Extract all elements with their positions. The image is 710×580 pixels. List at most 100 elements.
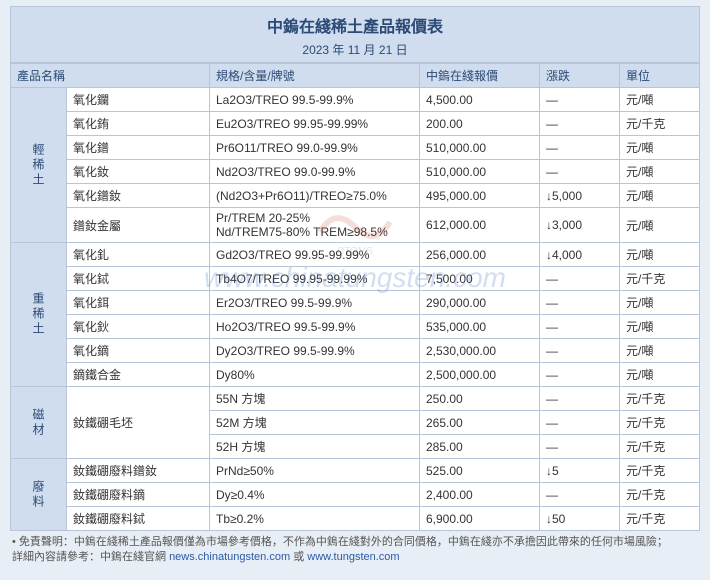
product-name: 釹鐵硼毛坯 xyxy=(67,387,210,459)
price-cell: 510,000.00 xyxy=(420,136,540,160)
product-name: 氧化鈥 xyxy=(67,315,210,339)
spec-cell: La2O3/TREO 99.5-99.9% xyxy=(210,88,420,112)
change-cell: — xyxy=(540,88,620,112)
spec-cell: Nd2O3/TREO 99.0-99.9% xyxy=(210,160,420,184)
price-cell: 200.00 xyxy=(420,112,540,136)
spec-cell: Pr/TREM 20-25% Nd/TREM75-80% TREM≥98.5% xyxy=(210,208,420,243)
spec-cell: Er2O3/TREO 99.5-99.9% xyxy=(210,291,420,315)
table-row: 氧化鏑Dy2O3/TREO 99.5-99.9%2,530,000.00—元/噸 xyxy=(11,339,700,363)
spec-cell: Eu2O3/TREO 99.95-99.99% xyxy=(210,112,420,136)
unit-cell: 元/千克 xyxy=(620,112,700,136)
product-name: 釹鐵硼廢料鐠釹 xyxy=(67,459,210,483)
spec-cell: 55N 方塊 xyxy=(210,387,420,411)
footer-link-2[interactable]: www.tungsten.com xyxy=(307,551,399,563)
price-cell: 2,400.00 xyxy=(420,483,540,507)
unit-cell: 元/千克 xyxy=(620,267,700,291)
spec-cell: Dy80% xyxy=(210,363,420,387)
change-cell: — xyxy=(540,339,620,363)
change-cell: — xyxy=(540,291,620,315)
unit-cell: 元/噸 xyxy=(620,339,700,363)
spec-cell: Tb4O7/TREO 99.95-99.99% xyxy=(210,267,420,291)
price-cell: 495,000.00 xyxy=(420,184,540,208)
price-cell: 285.00 xyxy=(420,435,540,459)
spec-cell: 52H 方塊 xyxy=(210,435,420,459)
unit-cell: 元/噸 xyxy=(620,291,700,315)
unit-cell: 元/噸 xyxy=(620,136,700,160)
spec-cell: 52M 方塊 xyxy=(210,411,420,435)
unit-cell: 元/噸 xyxy=(620,160,700,184)
product-name: 氧化鐠 xyxy=(67,136,210,160)
change-cell: ↓5 xyxy=(540,459,620,483)
change-cell: — xyxy=(540,136,620,160)
unit-cell: 元/千克 xyxy=(620,411,700,435)
unit-cell: 元/噸 xyxy=(620,88,700,112)
footer-link-1[interactable]: news.chinatungsten.com xyxy=(169,551,290,563)
product-name: 鐠釹金屬 xyxy=(67,208,210,243)
col-name: 產品名稱 xyxy=(11,64,210,88)
product-name: 氧化鋱 xyxy=(67,267,210,291)
unit-cell: 元/噸 xyxy=(620,315,700,339)
table-row: 釹鐵硼廢料鏑Dy≥0.4%2,400.00—元/千克 xyxy=(11,483,700,507)
table-row: 鐠釹金屬Pr/TREM 20-25% Nd/TREM75-80% TREM≥98… xyxy=(11,208,700,243)
table-date: 2023 年 11 月 21 日 xyxy=(10,39,700,63)
change-cell: — xyxy=(540,435,620,459)
footer-prefix: 詳細內容請參考：中鎢在綫官網 xyxy=(12,551,169,563)
footer-or: 或 xyxy=(293,551,307,563)
price-cell: 2,500,000.00 xyxy=(420,363,540,387)
table-row: 氧化鈥Ho2O3/TREO 99.5-99.9%535,000.00—元/噸 xyxy=(11,315,700,339)
table-row: 氧化鐠釹(Nd2O3+Pr6O11)/TREO≥75.0%495,000.00↓… xyxy=(11,184,700,208)
table-row: 氧化銪Eu2O3/TREO 99.95-99.99%200.00—元/千克 xyxy=(11,112,700,136)
spec-cell: PrNd≥50% xyxy=(210,459,420,483)
spec-cell: Pr6O11/TREO 99.0-99.9% xyxy=(210,136,420,160)
col-unit: 單位 xyxy=(620,64,700,88)
table-row: 輕稀土氧化鑭La2O3/TREO 99.5-99.9%4,500.00—元/噸 xyxy=(11,88,700,112)
col-price: 中鎢在綫報價 xyxy=(420,64,540,88)
change-cell: — xyxy=(540,387,620,411)
product-name: 釹鐵硼廢料鏑 xyxy=(67,483,210,507)
table-row: 氧化鉺Er2O3/TREO 99.5-99.9%290,000.00—元/噸 xyxy=(11,291,700,315)
change-cell: ↓3,000 xyxy=(540,208,620,243)
price-cell: 535,000.00 xyxy=(420,315,540,339)
price-cell: 525.00 xyxy=(420,459,540,483)
footer: • 免責聲明：中鎢在綫稀土產品報價僅為市場參考價格，不作為中鎢在綫對外的合同價格… xyxy=(10,531,700,566)
unit-cell: 元/噸 xyxy=(620,243,700,267)
product-name: 鏑鐵合金 xyxy=(67,363,210,387)
product-name: 氧化銪 xyxy=(67,112,210,136)
spec-cell: (Nd2O3+Pr6O11)/TREO≥75.0% xyxy=(210,184,420,208)
table-row: 重稀土氧化釓Gd2O3/TREO 99.95-99.99%256,000.00↓… xyxy=(11,243,700,267)
unit-cell: 元/噸 xyxy=(620,363,700,387)
spec-cell: Tb≥0.2% xyxy=(210,507,420,531)
product-name: 釹鐵硼廢料鋱 xyxy=(67,507,210,531)
table-title: 中鎢在綫稀土產品報價表 xyxy=(10,6,700,39)
price-cell: 4,500.00 xyxy=(420,88,540,112)
unit-cell: 元/千克 xyxy=(620,459,700,483)
price-cell: 6,900.00 xyxy=(420,507,540,531)
change-cell: — xyxy=(540,315,620,339)
unit-cell: 元/千克 xyxy=(620,483,700,507)
product-name: 氧化釓 xyxy=(67,243,210,267)
product-name: 氧化鑭 xyxy=(67,88,210,112)
spec-cell: Dy2O3/TREO 99.5-99.9% xyxy=(210,339,420,363)
category-cell: 廢料 xyxy=(11,459,67,531)
change-cell: — xyxy=(540,483,620,507)
change-cell: ↓4,000 xyxy=(540,243,620,267)
header-row: 產品名稱 規格/含量/牌號 中鎢在綫報價 漲跌 單位 xyxy=(11,64,700,88)
product-name: 氧化鉺 xyxy=(67,291,210,315)
table-row: 氧化鋱Tb4O7/TREO 99.95-99.99%7,500.00—元/千克 xyxy=(11,267,700,291)
price-cell: 265.00 xyxy=(420,411,540,435)
table-row: 廢料釹鐵硼廢料鐠釹PrNd≥50%525.00↓5元/千克 xyxy=(11,459,700,483)
change-cell: — xyxy=(540,363,620,387)
product-name: 氧化釹 xyxy=(67,160,210,184)
price-cell: 250.00 xyxy=(420,387,540,411)
product-name: 氧化鐠釹 xyxy=(67,184,210,208)
category-cell: 磁材 xyxy=(11,387,67,459)
price-cell: 290,000.00 xyxy=(420,291,540,315)
change-cell: — xyxy=(540,160,620,184)
change-cell: — xyxy=(540,267,620,291)
unit-cell: 元/千克 xyxy=(620,435,700,459)
title-text: 中鎢在綫稀土產品報價表 xyxy=(11,13,699,37)
price-cell: 612,000.00 xyxy=(420,208,540,243)
price-cell: 2,530,000.00 xyxy=(420,339,540,363)
table-row: 鏑鐵合金Dy80%2,500,000.00—元/噸 xyxy=(11,363,700,387)
table-row: 磁材釹鐵硼毛坯55N 方塊250.00—元/千克 xyxy=(11,387,700,411)
